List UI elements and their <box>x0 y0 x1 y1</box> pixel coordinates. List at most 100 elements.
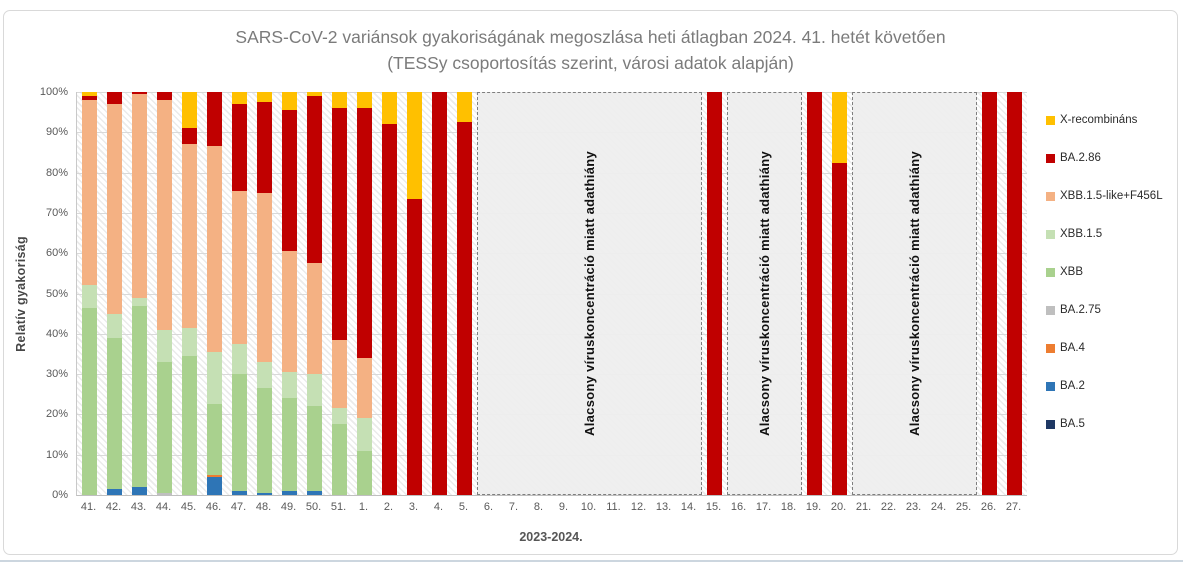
bar-segment <box>231 104 248 191</box>
window-bottom-edge <box>0 560 1183 562</box>
legend-swatch-icon <box>1046 419 1055 429</box>
x-tick-label: 8. <box>533 501 544 513</box>
stacked-bar <box>156 92 173 495</box>
bar-segment <box>206 404 223 475</box>
week-slot-49 <box>277 92 302 495</box>
bar-segment <box>181 144 198 328</box>
bar-segment <box>306 92 323 97</box>
bar-segment <box>231 190 248 344</box>
legend-item-ba-2: BA.2 <box>1046 380 1163 392</box>
week-slot-44 <box>152 92 177 495</box>
bar-segment <box>106 104 123 314</box>
bar-segment <box>156 362 173 493</box>
bar-segment <box>131 94 148 298</box>
bar-segment <box>356 418 373 451</box>
week-slot-15 <box>702 92 727 495</box>
bar-segment <box>181 327 198 356</box>
x-tick-label: 4. <box>433 501 444 513</box>
x-tick-label: 45. <box>180 501 197 513</box>
legend-label: BA.2.75 <box>1060 304 1101 316</box>
legend-item-ba-2-86: BA.2.86 <box>1046 152 1163 164</box>
x-tick-label: 9. <box>558 501 569 513</box>
x-tick-label: 27. <box>1005 501 1022 513</box>
bar-segment <box>106 337 123 489</box>
legend-label: BA.2 <box>1060 380 1085 392</box>
x-tick-label: 12. <box>630 501 647 513</box>
missing-data-box: Alacsony víruskoncentráció miatt adathiá… <box>477 92 702 495</box>
bar-segment <box>281 372 298 399</box>
week-slot-20 <box>827 92 852 495</box>
stacked-bar <box>231 92 248 495</box>
legend-swatch-icon <box>1046 153 1055 163</box>
plot-area: Alacsony víruskoncentráció miatt adathiá… <box>76 92 1027 496</box>
x-axis-title: 2023-2024. <box>519 530 583 544</box>
bar-segment <box>706 92 723 495</box>
legend-label: XBB.1.5-like+F456L <box>1060 190 1163 202</box>
x-tick-label: 23. <box>905 501 922 513</box>
y-axis-tick-labels: 100% 90% 80% 70% 60% 50% 40% 30% 20% 10% 0% <box>28 86 72 501</box>
y-tick-label: 60% <box>45 247 68 260</box>
x-tick-label: 21. <box>855 501 872 513</box>
week-slot-45 <box>177 92 202 495</box>
stacked-bar <box>356 92 373 495</box>
x-tick-label: 51. <box>330 501 347 513</box>
legend-item-ba-4: BA.4 <box>1046 342 1163 354</box>
bar-segment <box>356 450 373 495</box>
x-tick-label: 15. <box>705 501 722 513</box>
bar-segment <box>306 374 323 407</box>
bar-segment <box>156 92 173 101</box>
missing-data-box: Alacsony víruskoncentráció miatt adathiá… <box>852 92 977 495</box>
bar-segment <box>356 108 373 358</box>
legend-item-xbb-1-5: XBB.1.5 <box>1046 228 1163 240</box>
stacked-bar <box>806 92 823 495</box>
y-tick-label: 90% <box>45 126 68 139</box>
legend: X-recombináns BA.2.86 XBB.1.5-like+F456L XB… <box>1046 114 1163 430</box>
stacked-bar <box>206 92 223 495</box>
bar-segment <box>231 92 248 105</box>
week-slot-4 <box>427 92 452 495</box>
bar-segment <box>256 92 273 103</box>
bars-layer <box>77 92 1027 495</box>
week-slot-41 <box>77 92 102 495</box>
week-slot-19 <box>802 92 827 495</box>
x-tick-label: 2. <box>383 501 394 513</box>
x-tick-label: 16. <box>730 501 747 513</box>
bar-segment <box>381 92 398 125</box>
y-tick-label: 50% <box>45 287 68 300</box>
bar-segment <box>81 100 98 286</box>
bar-segment <box>356 358 373 419</box>
y-axis-title: Relatív gyakoriság <box>14 235 28 352</box>
chart-subtitle: (TESSy csoportosítás szerint, városi ada… <box>387 53 794 74</box>
x-tick-label: 11. <box>606 501 621 513</box>
week-slot-43 <box>127 92 152 495</box>
chart-title-block: SARS-CoV-2 variánsok gyakoriságának mego… <box>4 24 1177 77</box>
x-tick-label: 49. <box>280 501 297 513</box>
bar-segment <box>131 297 148 306</box>
bar-segment <box>281 251 298 373</box>
bar-segment <box>331 408 348 425</box>
week-slot-3 <box>402 92 427 495</box>
bar-segment <box>106 92 123 105</box>
y-tick-label: 40% <box>45 327 68 340</box>
x-tick-label: 47. <box>230 501 247 513</box>
x-tick-label: 46. <box>205 501 222 513</box>
bar-segment <box>81 307 98 495</box>
bar-segment <box>256 102 273 193</box>
bar-segment <box>381 124 398 495</box>
legend-swatch-icon <box>1046 305 1055 315</box>
bar-segment <box>331 339 348 409</box>
bar-segment <box>231 374 248 491</box>
bar-segment <box>131 305 148 487</box>
bar-segment <box>106 488 123 495</box>
week-slot-5 <box>452 92 477 495</box>
legend-swatch-icon <box>1046 115 1055 125</box>
bar-segment <box>256 493 273 495</box>
bar-segment <box>281 110 298 252</box>
stacked-bar <box>456 92 473 495</box>
week-slot-2 <box>377 92 402 495</box>
week-slot-51 <box>327 92 352 495</box>
bar-segment <box>331 424 348 495</box>
chart-area: SARS-CoV-2 variánsok gyakoriságának mego… <box>3 10 1178 555</box>
bar-segment <box>281 92 298 111</box>
legend-label: BA.4 <box>1060 342 1085 354</box>
